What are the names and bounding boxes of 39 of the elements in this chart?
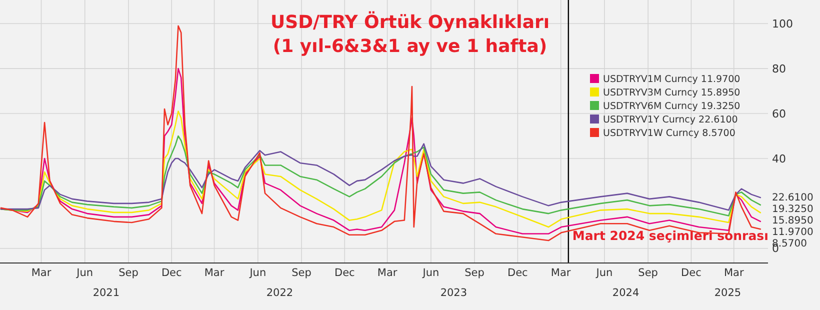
legend-label: USDTRYV3M Curncy 15.8950 <box>603 88 740 98</box>
legend-label: USDTRYV6M Curncy 19.3250 <box>603 101 740 112</box>
x-tick-label: Sep <box>464 267 485 279</box>
legend-label: USDTRYV1W Curncy 8.5700 <box>603 128 736 139</box>
x2-tick-label: 2025 <box>714 287 742 299</box>
x-tick-label: Sep <box>118 267 139 279</box>
x-tick-label: Jun <box>422 267 440 279</box>
x-tick-label: Mar <box>377 267 398 279</box>
x-tick-label: Jun <box>595 267 613 279</box>
x-tick-label: Mar <box>31 267 52 279</box>
text: USD/TRY Örtük Oynaklıkları <box>270 11 550 33</box>
y-tick-label: 100 <box>772 17 793 30</box>
x-tick-label: Mar <box>724 267 744 279</box>
data-label: 11.9700 <box>772 227 814 238</box>
x2-tick-label: 2022 <box>266 287 294 299</box>
x-tick-label: Jun <box>248 267 266 279</box>
x-tick-label: Dec <box>508 267 528 279</box>
x-tick-label: Sep <box>638 267 658 279</box>
x-tick-label: Sep <box>292 267 312 279</box>
legend-label: USDTRYV1Y Curncy 22.6100 <box>603 114 738 126</box>
text: (1 yıl-6&3&1 ay ve 1 hafta) <box>272 36 548 57</box>
x-tick-label: Dec <box>161 267 182 279</box>
data-label: 19.3250 <box>772 204 814 215</box>
x-tick-label: Mar <box>204 267 225 279</box>
y-tick-label: 40 <box>772 152 786 166</box>
y-tick-label: 60 <box>772 107 786 120</box>
x-tick-label: Dec <box>334 267 356 279</box>
x-tick-label: Mar <box>550 267 572 279</box>
x2-tick-label: 2024 <box>612 287 640 299</box>
x-tick-label: Jun <box>76 267 94 279</box>
data-label: 22.6100 <box>772 192 814 204</box>
y-tick-label: 80 <box>772 62 786 76</box>
x2-tick-label: 2021 <box>92 287 120 299</box>
legend-label: USDTRYV1M Curncy 11.9700 <box>603 74 740 85</box>
x-tick-label: Dec <box>681 267 702 279</box>
x2-tick-label: 2023 <box>440 287 468 299</box>
line-series <box>0 143 762 211</box>
data-label: 15.8950 <box>772 216 814 226</box>
ref-line-label: Mart 2024 seçimleri sonrası <box>572 228 768 243</box>
